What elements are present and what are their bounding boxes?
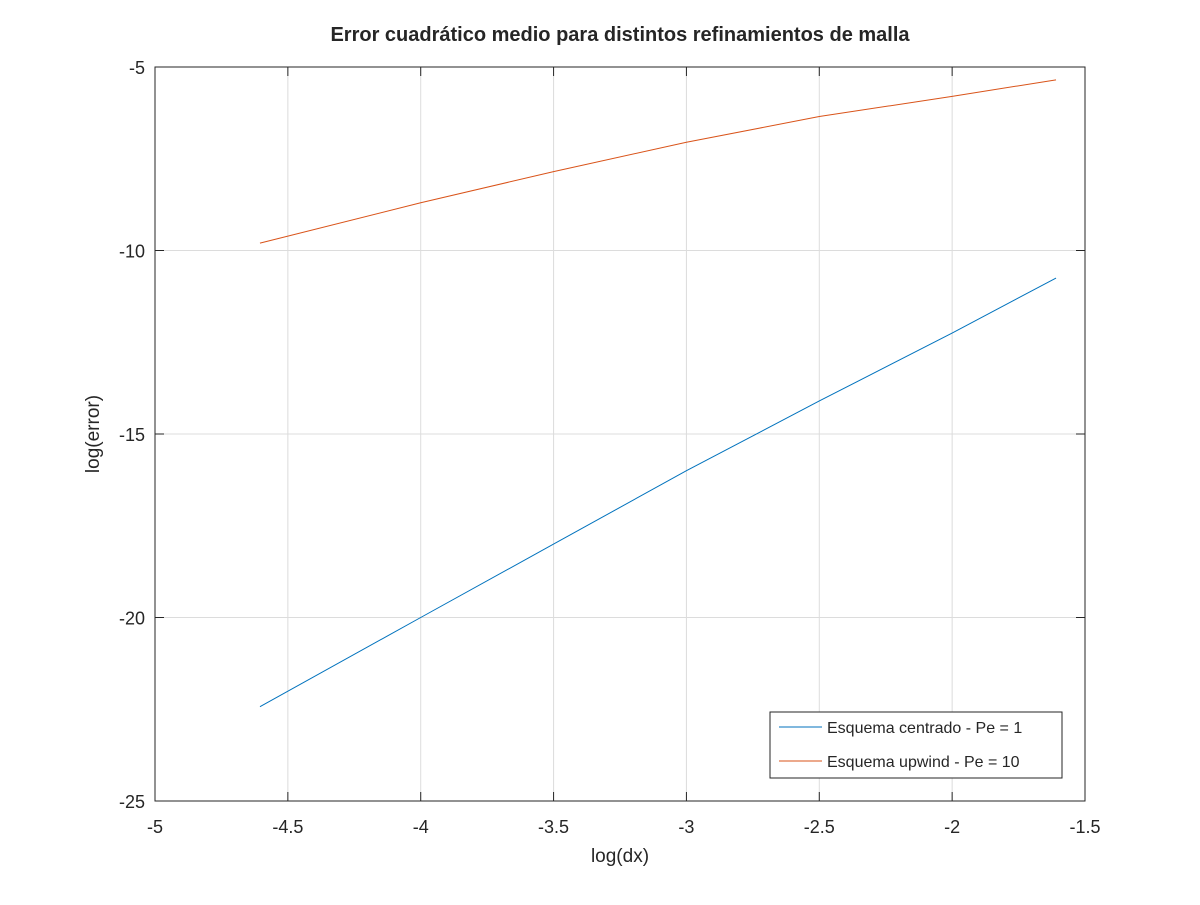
y-tick-label: -10	[119, 242, 145, 262]
axis-ticks: -5 -4.5 -4 -3.5 -3 -2.5 -2 -1.5 -5 -10 -15 -20 -25	[119, 58, 1101, 837]
x-tick-label: -4	[413, 817, 429, 837]
x-axis-label: log(dx)	[591, 846, 649, 867]
legend-box	[769, 711, 1063, 779]
x-tick-label: -2	[944, 817, 960, 837]
series-lines	[259, 79, 1057, 708]
x-tick-label: -3.5	[538, 817, 569, 837]
y-axis-label: log(error)	[83, 395, 104, 473]
y-tick-label: -15	[119, 425, 145, 445]
x-tick-label: -5	[147, 817, 163, 837]
x-tick-label: -1.5	[1069, 817, 1100, 837]
x-tick-label: -4.5	[272, 817, 303, 837]
y-tick-label: -5	[129, 58, 145, 78]
legend: Esquema centrado - Pe = 1 Esquema upwind…	[769, 711, 1063, 779]
x-tick-label: -3	[678, 817, 694, 837]
legend-label-upwind: Esquema upwind - Pe = 10	[827, 754, 1020, 771]
chart-title: Error cuadrático medio para distintos re…	[330, 24, 910, 46]
series-line-centrado	[259, 277, 1057, 708]
series-line-upwind	[259, 79, 1057, 244]
y-tick-label: -20	[119, 609, 145, 629]
x-tick-label: -2.5	[804, 817, 835, 837]
legend-label-centrado: Esquema centrado - Pe = 1	[827, 720, 1022, 737]
y-tick-label: -25	[119, 792, 145, 812]
grid	[155, 67, 1085, 801]
